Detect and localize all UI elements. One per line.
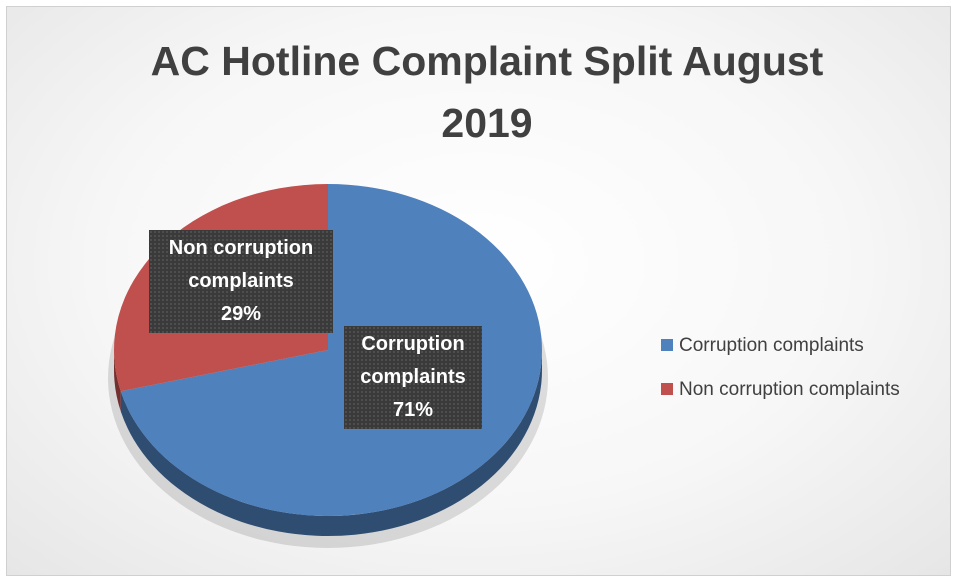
legend-item: Corruption complaints (661, 335, 864, 357)
pie-slice (120, 184, 542, 516)
data-label: Corruption complaints 71% (344, 326, 482, 429)
legend-label: Corruption complaints (679, 335, 864, 356)
data-label-value: 29% (220, 303, 262, 325)
data-label-value: 71% (392, 399, 434, 421)
pie-side (114, 350, 121, 412)
chart-title: AC Hotline Complaint Split August 2019 (150, 38, 824, 146)
legend-swatch (661, 339, 673, 351)
legend-item: Non corruption complaints (661, 379, 900, 401)
legend-swatch (661, 383, 673, 395)
data-label: Non corruption complaints 29% (149, 230, 333, 333)
data-label-name: Corruption complaints (360, 333, 466, 388)
legend-label: Non corruption complaints (679, 379, 900, 400)
data-label-name: Non corruption complaints (168, 237, 314, 292)
